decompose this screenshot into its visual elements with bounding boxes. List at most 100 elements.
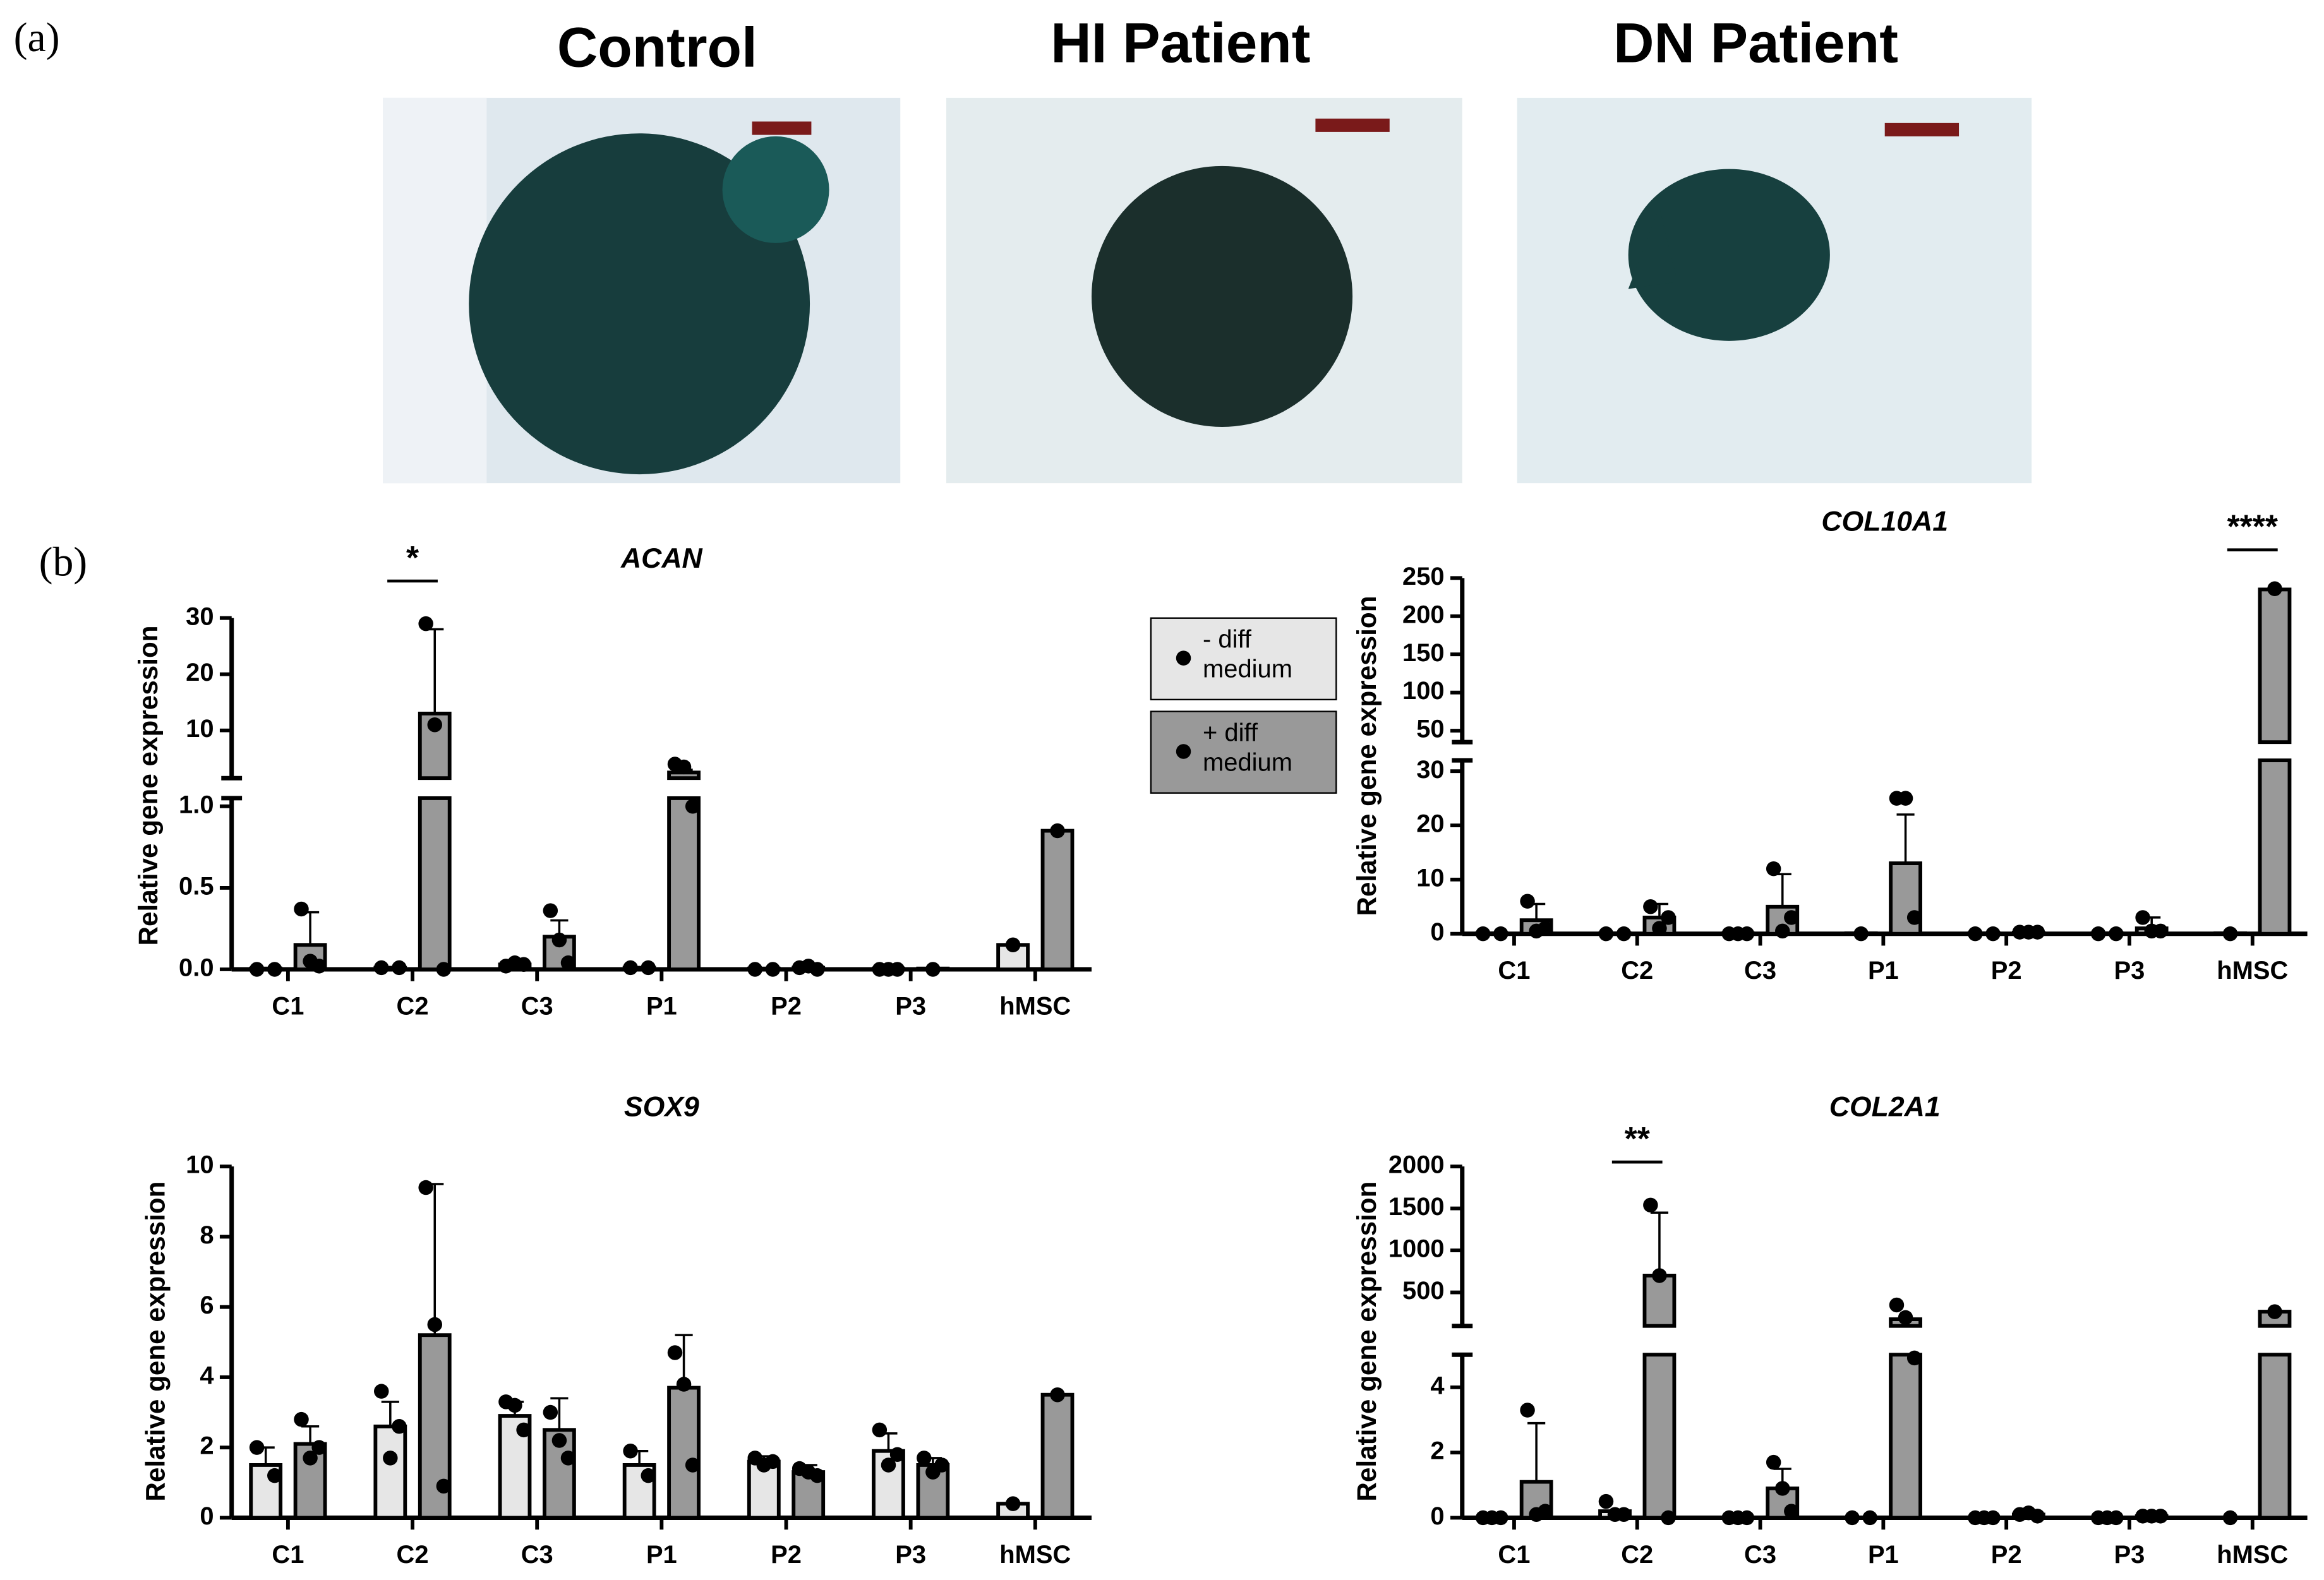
data-point <box>1853 926 1869 942</box>
bar <box>667 770 701 971</box>
data-point <box>311 959 327 974</box>
data-point <box>1968 926 1983 942</box>
error-bar <box>301 911 320 945</box>
data-point <box>1739 926 1755 942</box>
y-axis-label: Relative gene expression <box>141 1182 171 1502</box>
chart-title: SOX9 <box>624 1091 699 1122</box>
image-title: HI Patient <box>1051 11 1310 75</box>
data-point <box>2222 1510 2238 1526</box>
data-point <box>1898 791 1913 806</box>
data-point <box>1784 1504 1799 1519</box>
x-tick-label: C1 <box>272 993 304 1020</box>
x-tick-label: C1 <box>1498 957 1530 985</box>
error-bar <box>426 628 444 714</box>
y-tick-label: 150 <box>1402 639 1445 667</box>
x-tick-label: C3 <box>1744 1541 1776 1569</box>
data-point <box>2030 925 2045 940</box>
y-tick-label: 0 <box>1430 1502 1444 1530</box>
error-bar <box>1527 1421 1546 1482</box>
panel-label: (b) <box>39 539 88 585</box>
x-tick-label: P3 <box>895 1541 926 1569</box>
y-tick-label: 0 <box>1430 918 1444 946</box>
data-point <box>676 759 692 775</box>
y-tick-label: 1.0 <box>179 791 214 818</box>
y-tick-label: 2000 <box>1388 1151 1445 1179</box>
y-tick-label: 4 <box>200 1362 214 1389</box>
x-tick-label: P3 <box>2114 1541 2145 1569</box>
x-tick-label: P1 <box>646 1541 677 1569</box>
x-tick-label: C2 <box>397 1541 429 1569</box>
x-tick-label: hMSC <box>2217 957 2288 985</box>
y-tick-label: 20 <box>1416 810 1444 838</box>
y-axis-label: Relative gene expression <box>1352 595 1382 916</box>
y-tick-label: 30 <box>1416 756 1444 784</box>
data-point <box>311 1440 327 1455</box>
data-point <box>1845 1510 1860 1526</box>
data-point <box>2153 1509 2169 1524</box>
data-point <box>427 717 442 733</box>
data-point <box>641 960 656 976</box>
chart-title: COL10A1 <box>1821 506 1948 537</box>
data-point <box>889 962 905 977</box>
micrograph <box>946 97 1462 484</box>
data-point <box>303 1451 318 1466</box>
y-tick-label: 10 <box>186 1151 214 1179</box>
legend-label: - diff medium <box>1203 625 1292 684</box>
y-tick-label: 250 <box>1402 563 1445 590</box>
x-tick-label: C2 <box>397 993 429 1020</box>
data-point <box>1985 926 2001 942</box>
image-title: Control <box>557 16 757 79</box>
data-point <box>917 1451 932 1466</box>
x-tick-label: P1 <box>646 993 677 1020</box>
x-tick-label: P3 <box>895 993 926 1020</box>
data-point <box>551 1433 567 1448</box>
data-point <box>2109 926 2124 942</box>
x-tick-label: P1 <box>1868 957 1899 985</box>
data-point <box>810 1468 825 1483</box>
data-point <box>1652 921 1667 936</box>
data-point <box>1598 926 1614 942</box>
data-point <box>934 1457 949 1473</box>
data-point <box>1661 910 1676 925</box>
x-tick-label: hMSC <box>2217 1541 2288 1569</box>
data-point <box>1005 937 1021 953</box>
data-point <box>1538 1504 1553 1519</box>
data-point <box>1775 923 1790 939</box>
x-tick-label: P2 <box>771 1541 802 1569</box>
data-point <box>418 616 433 631</box>
data-point <box>2090 926 2106 942</box>
data-point <box>881 1457 896 1473</box>
data-point <box>1643 1197 1658 1213</box>
x-tick-label: C3 <box>521 1541 553 1569</box>
bar <box>498 1414 532 1520</box>
data-point <box>623 960 638 976</box>
significance: ** <box>1625 1120 1651 1157</box>
data-point <box>418 1180 433 1195</box>
y-axis-label: Relative gene expression <box>1352 1182 1382 1502</box>
y-tick-label: 1500 <box>1388 1193 1445 1221</box>
y-tick-label: 20 <box>186 659 214 686</box>
legend-label: + diff medium <box>1203 719 1292 777</box>
y-tick-label: 10 <box>186 715 214 743</box>
bar <box>418 1333 452 1520</box>
data-point <box>249 962 265 977</box>
data-point <box>267 962 282 977</box>
data-point <box>1616 926 1632 942</box>
data-point <box>294 1411 309 1427</box>
error-bar <box>1896 813 1915 864</box>
data-point <box>1889 1297 1905 1313</box>
y-tick-label: 10 <box>1416 864 1444 892</box>
data-point <box>2109 1510 2124 1526</box>
legend: - diff medium + diff medium <box>1150 617 1337 794</box>
data-point <box>1652 1268 1667 1283</box>
y-tick-label: 30 <box>186 602 214 630</box>
significance: **** <box>2227 508 2279 545</box>
data-point <box>1906 910 1922 925</box>
x-tick-label: C2 <box>1621 957 1653 985</box>
data-point <box>1766 1454 1781 1470</box>
x-tick-label: C1 <box>272 1541 304 1569</box>
data-point <box>516 1422 531 1438</box>
data-point <box>747 962 762 977</box>
micrograph <box>1517 97 2032 484</box>
data-point <box>889 1447 905 1463</box>
